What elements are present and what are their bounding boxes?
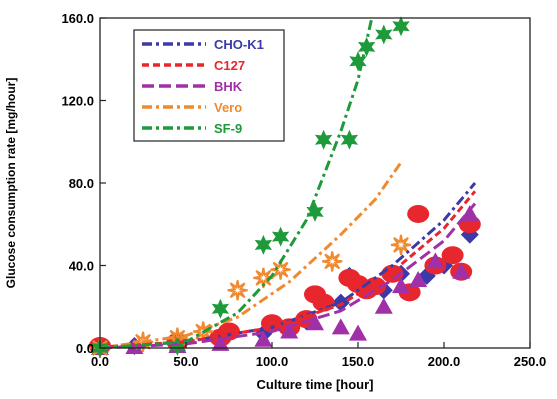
data-point-bhk [306, 314, 324, 331]
legend-label-vero: Vero [214, 100, 242, 115]
x-axis-label: Culture time [hour] [257, 377, 374, 392]
data-point-sf-9 [392, 16, 410, 37]
data-point-sf-9 [314, 129, 333, 150]
legend-label-bhk: BHK [214, 79, 243, 94]
data-point-sf-9 [271, 226, 290, 247]
data-point-bhk [374, 297, 393, 314]
data-point-sf-9 [306, 201, 324, 222]
legend-label-sf-9: SF-9 [214, 121, 242, 136]
y-tick-label: 0.0 [76, 341, 94, 356]
data-point-vero [132, 331, 154, 352]
data-point-vero [227, 280, 248, 301]
ticks-layer: 0.0 50.0 100.0 150.0 200.0 250.0 0.0 40.0 80.0 12… [61, 11, 546, 369]
x-tick-label: 50.0 [173, 354, 198, 369]
data-point-vero [390, 234, 412, 256]
data-point-vero [322, 251, 343, 272]
data-point-bhk [452, 262, 471, 279]
data-point-sf-9 [375, 24, 393, 45]
x-tick-label: 0.0 [91, 354, 109, 369]
y-tick-label: 80.0 [69, 176, 94, 191]
y-axis-label: Glucose consumption rate [mg/hour] [4, 78, 18, 289]
data-point-bhk [211, 334, 230, 351]
x-tick-label: 200.0 [428, 354, 461, 369]
y-tick-label: 160.0 [61, 11, 94, 26]
data-point-sf-9 [349, 51, 367, 72]
fit-line-vero [99, 161, 403, 350]
data-point-bhk [409, 270, 428, 287]
legend-label-cho-k1: CHO-K1 [214, 37, 264, 52]
data-point-bhk [280, 322, 299, 339]
data-point-bhk [392, 277, 410, 294]
legend-label-c127: C127 [214, 58, 245, 73]
data-point-bhk [254, 330, 273, 347]
legend: CHO-K1 C127 BHK Vero SF-9 [133, 29, 285, 142]
fit-line-sf-9 [99, 17, 374, 350]
data-point-sf-9 [168, 335, 187, 356]
x-tick-label: 250.0 [514, 354, 547, 369]
data-point-vero [270, 259, 291, 280]
data-point-vero [253, 267, 274, 289]
data-point-bhk [331, 318, 350, 335]
y-tick-label: 120.0 [61, 94, 94, 109]
data-point-sf-9 [211, 298, 230, 319]
data-point-c127 [441, 246, 464, 265]
data-point-c127 [407, 204, 430, 223]
fit-line-c127 [99, 190, 477, 349]
data-point-bhk [349, 324, 367, 341]
x-tick-label: 100.0 [256, 354, 289, 369]
data-point-sf-9 [254, 234, 273, 255]
data-point-sf-9 [340, 129, 359, 150]
x-tick-label: 150.0 [342, 354, 375, 369]
y-tick-label: 40.0 [69, 259, 94, 274]
data-point-bhk [426, 252, 445, 269]
